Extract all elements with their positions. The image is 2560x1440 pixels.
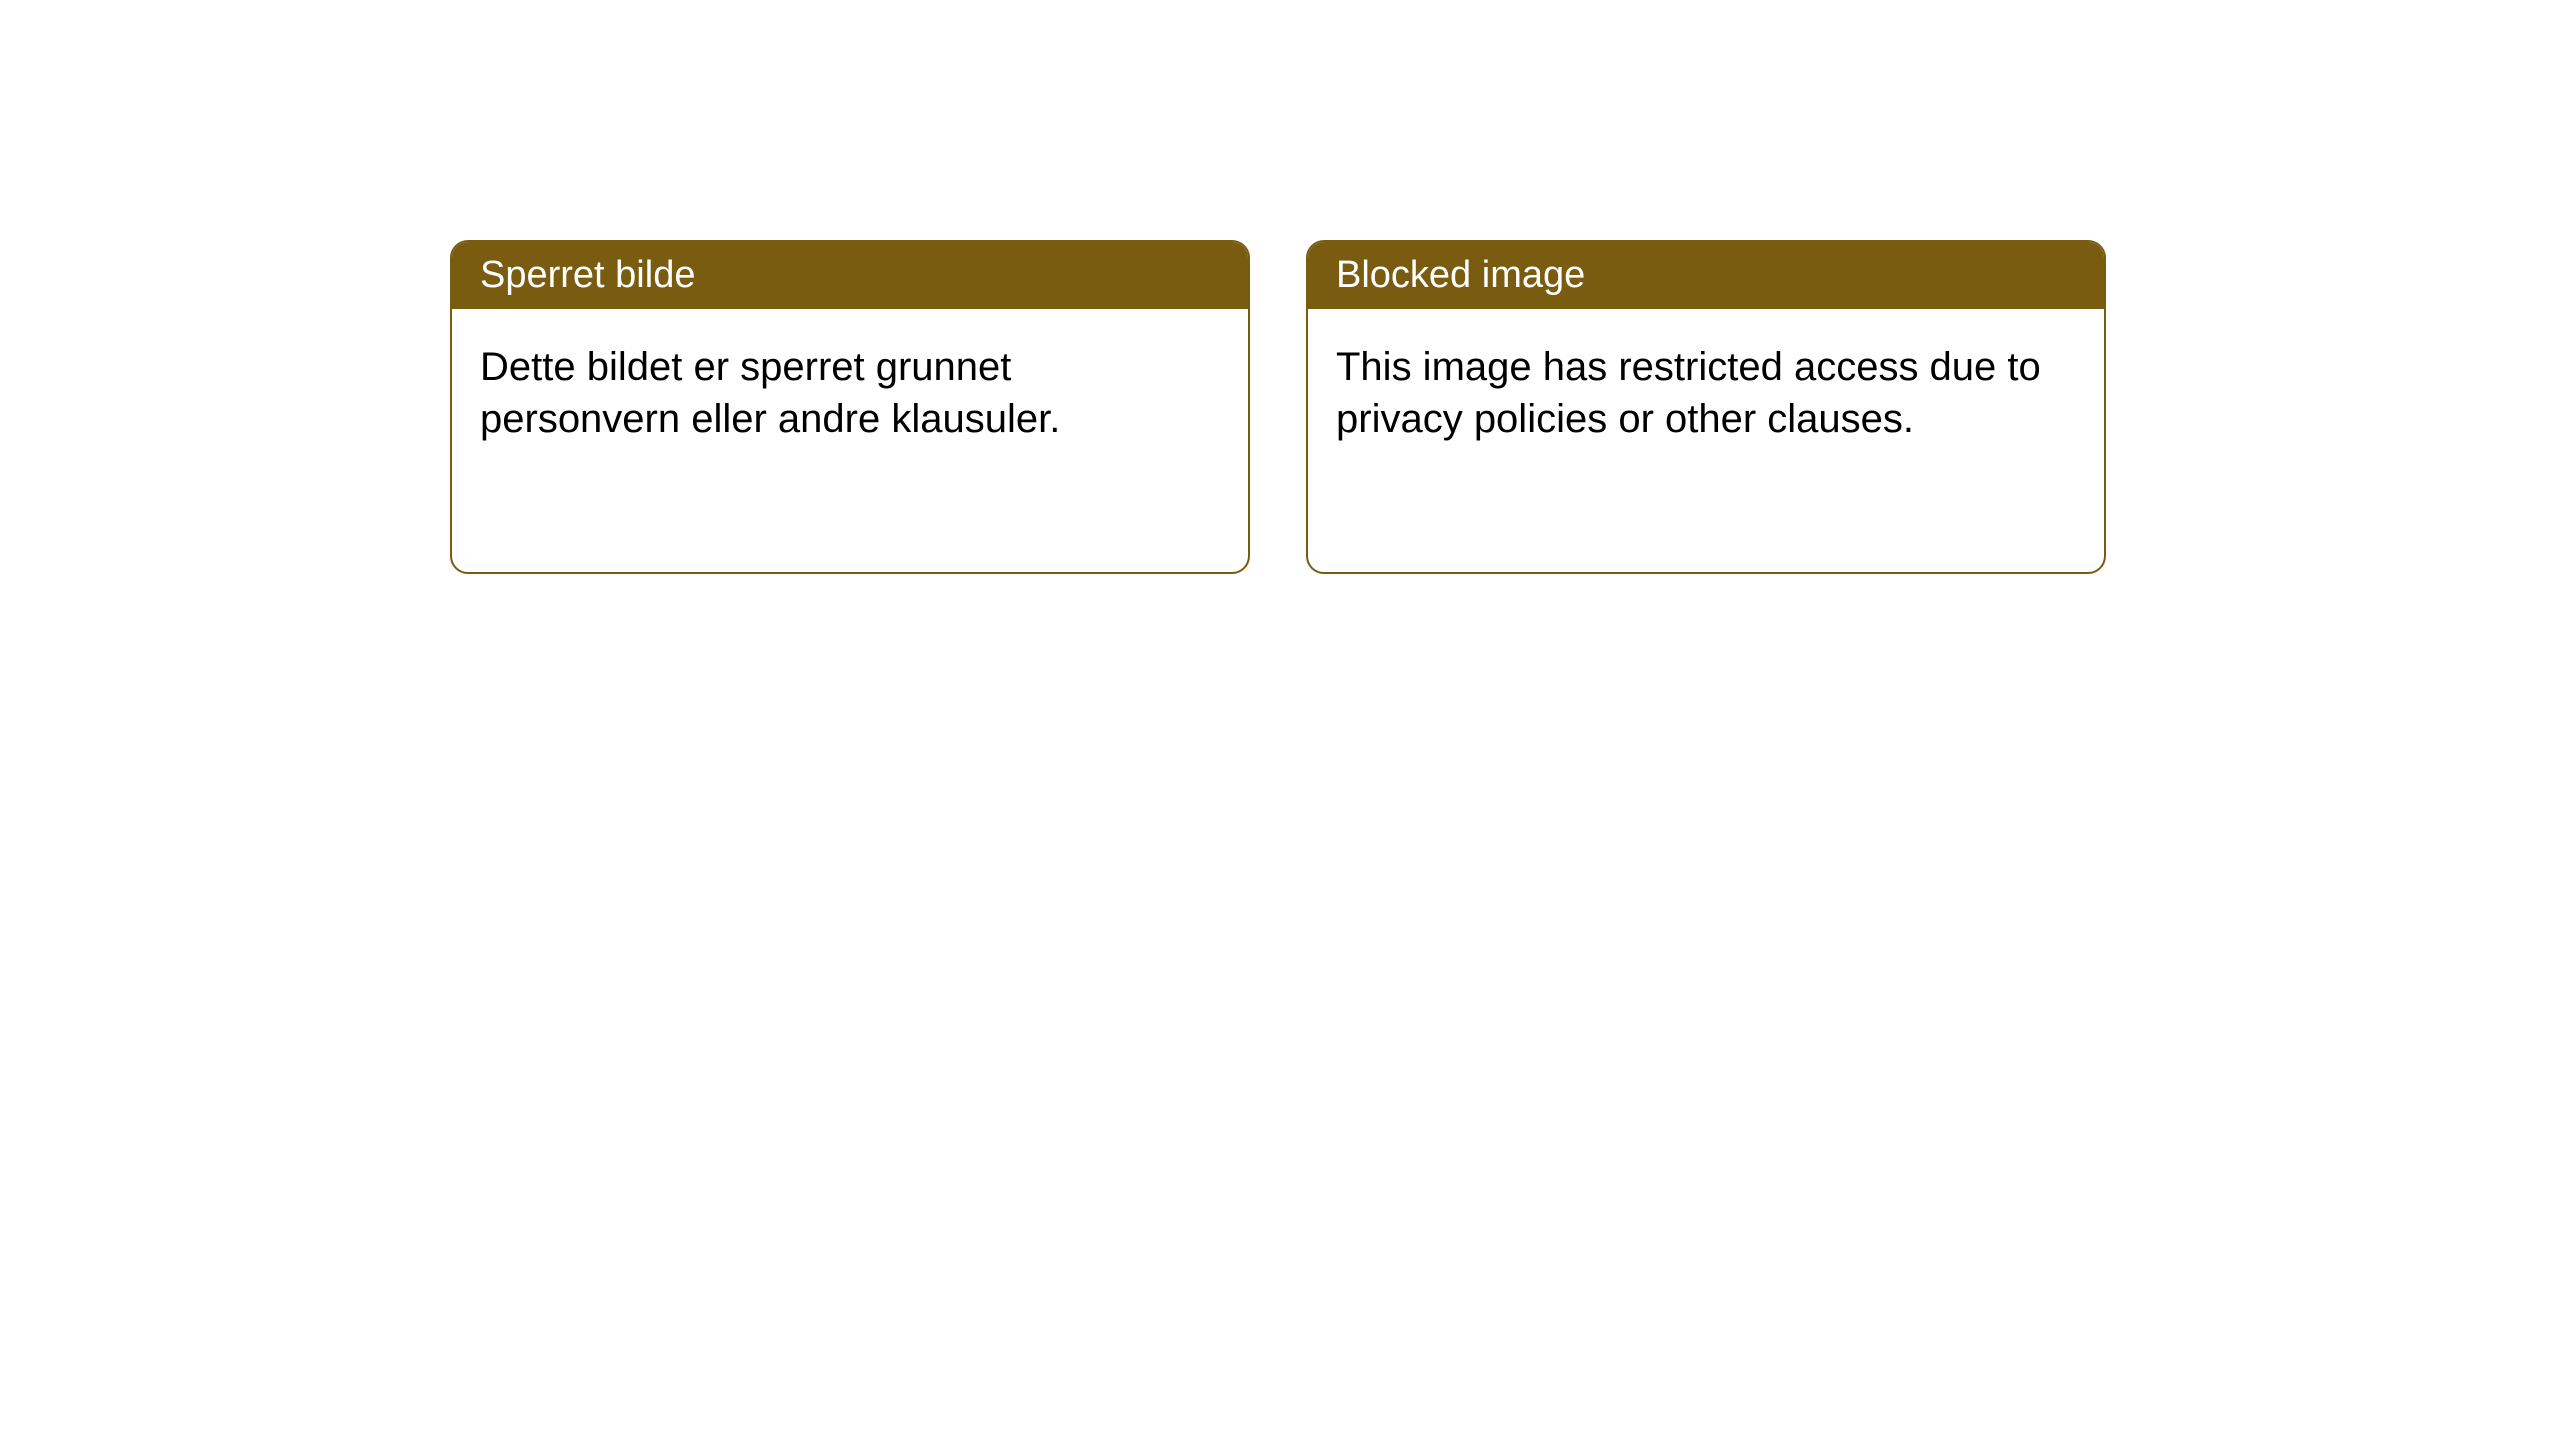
card-header: Blocked image: [1308, 242, 2104, 309]
card-body: Dette bildet er sperret grunnet personve…: [452, 309, 1248, 477]
card-header: Sperret bilde: [452, 242, 1248, 309]
notice-card-english: Blocked image This image has restricted …: [1306, 240, 2106, 574]
card-title: Sperret bilde: [480, 254, 695, 296]
card-body-text: Dette bildet er sperret grunnet personve…: [480, 345, 1060, 441]
notice-card-norwegian: Sperret bilde Dette bildet er sperret gr…: [450, 240, 1250, 574]
card-body-text: This image has restricted access due to …: [1336, 345, 2041, 441]
card-body: This image has restricted access due to …: [1308, 309, 2104, 477]
card-title: Blocked image: [1336, 254, 1585, 296]
notice-cards-container: Sperret bilde Dette bildet er sperret gr…: [450, 240, 2106, 574]
